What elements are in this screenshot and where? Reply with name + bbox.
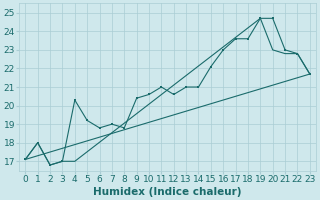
X-axis label: Humidex (Indice chaleur): Humidex (Indice chaleur) <box>93 187 242 197</box>
